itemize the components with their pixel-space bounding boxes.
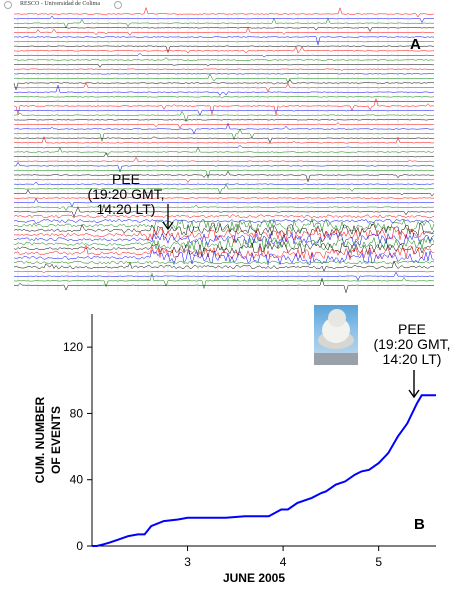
seismogram-trace bbox=[14, 169, 434, 180]
seismogram-trace bbox=[14, 68, 435, 71]
seismogram-trace bbox=[14, 146, 435, 156]
y-tick-label: 120 bbox=[63, 340, 83, 354]
seismogram-trace bbox=[13, 128, 434, 142]
seismogram-trace bbox=[13, 46, 435, 54]
seismogram-trace bbox=[13, 197, 435, 208]
seismogram-trace bbox=[13, 277, 435, 294]
seismogram-trace bbox=[13, 204, 435, 211]
panel-letter-b: B bbox=[414, 516, 425, 533]
seismogram-trace bbox=[14, 145, 435, 149]
seismogram-trace bbox=[13, 17, 435, 29]
seismogram-trace bbox=[13, 84, 435, 96]
y-axis-label-line2: OF EVENTS bbox=[49, 406, 63, 474]
seismogram-trace bbox=[13, 197, 435, 199]
seismogram-trace bbox=[13, 203, 435, 218]
seismogram-trace bbox=[13, 249, 435, 266]
seismogram-trace bbox=[14, 170, 435, 183]
y-axis-label-line1: CUM. NUMBER bbox=[33, 396, 47, 483]
logo-right-icon bbox=[114, 1, 122, 9]
seismogram-trace bbox=[13, 179, 435, 183]
seismogram-trace bbox=[13, 271, 434, 273]
seismogram-trace bbox=[13, 135, 435, 144]
seismogram-trace bbox=[13, 26, 434, 36]
seismogram-trace bbox=[13, 226, 435, 243]
seismogram-trace bbox=[13, 136, 435, 144]
seismogram-trace bbox=[14, 41, 435, 43]
x-tick-label: 4 bbox=[280, 555, 287, 569]
logo-left-icon bbox=[4, 1, 12, 9]
seismogram-trace bbox=[13, 122, 435, 129]
seismogram-trace bbox=[13, 97, 435, 115]
seismogram-trace bbox=[13, 110, 435, 117]
cumulative-events-chart: 0 40 80 120 3 4 5 JUNE 2005 CUM. NUMBER OF EVENTS bbox=[33, 314, 436, 585]
seismogram-trace bbox=[13, 231, 435, 247]
pee-annotation-b-line1: PEE bbox=[397, 321, 426, 337]
pee-annotation-a-line2: (19:20 GMT, bbox=[87, 186, 165, 202]
seismogram-trace bbox=[13, 57, 435, 61]
seismogram-trace bbox=[14, 96, 435, 99]
seismogram-trace bbox=[13, 161, 435, 173]
pee-annotation-b: PEE (19:20 GMT, 14:20 LT) bbox=[364, 322, 454, 367]
seismogram-trace bbox=[13, 73, 435, 84]
seismogram-trace bbox=[13, 219, 435, 224]
seismogram-trace bbox=[13, 244, 435, 260]
seismogram-trace bbox=[13, 222, 435, 238]
seismogram-trace bbox=[13, 241, 435, 258]
x-axis-label: JUNE 2005 bbox=[223, 571, 285, 584]
pee-arrow-a-icon bbox=[162, 204, 174, 231]
seismogram-trace bbox=[13, 110, 435, 123]
seismogram-trace bbox=[13, 214, 435, 219]
seismogram-trace bbox=[13, 152, 435, 158]
seismogram-trace bbox=[14, 52, 435, 58]
eruption-photo bbox=[314, 305, 358, 365]
x-tick-label: 5 bbox=[375, 555, 382, 569]
seismogram-trace bbox=[13, 236, 435, 252]
pee-arrow-b-icon bbox=[408, 370, 420, 399]
y-tick-label: 40 bbox=[70, 473, 84, 487]
seismogram-trace bbox=[13, 15, 435, 24]
seismogram-trace bbox=[13, 45, 435, 54]
seismogram-trace bbox=[13, 260, 435, 265]
seismogram-trace bbox=[14, 6, 435, 18]
pee-annotation-a: PEE (19:20 GMT, 14:20 LT) bbox=[80, 172, 172, 217]
seismogram-panel: RESCO - Universidad de Colima A PEE (19:… bbox=[4, 1, 435, 294]
pee-annotation-b-line2: (19:20 GMT, bbox=[373, 336, 451, 352]
seismogram-trace bbox=[13, 27, 435, 33]
x-tick-label: 3 bbox=[184, 555, 191, 569]
seismogram-trace bbox=[13, 271, 435, 282]
pee-annotation-b-line3: 14:20 LT) bbox=[382, 351, 442, 367]
seismogram-trace bbox=[13, 189, 435, 197]
seismogram-trace bbox=[13, 73, 435, 75]
seismogram-header: RESCO - Universidad de Colima bbox=[20, 1, 100, 7]
y-tick-label: 0 bbox=[76, 539, 83, 553]
y-tick-label: 80 bbox=[70, 406, 84, 420]
seismogram-trace bbox=[13, 181, 434, 185]
seismogram-trace bbox=[14, 64, 435, 68]
seismogram-trace bbox=[13, 100, 435, 102]
panel-letter-a: A bbox=[410, 36, 421, 53]
pee-annotation-a-line1: PEE bbox=[111, 171, 140, 187]
seismogram-traces bbox=[13, 6, 435, 294]
seismogram-trace bbox=[13, 156, 435, 162]
seismogram-trace bbox=[13, 217, 435, 233]
seismogram-trace bbox=[13, 183, 434, 195]
seismogram-trace bbox=[13, 82, 435, 92]
cumulative-events-panel: 0 40 80 120 3 4 5 JUNE 2005 CUM. NUMBER OF EVENTS… bbox=[0, 300, 454, 585]
seismogram-trace bbox=[13, 79, 435, 91]
seismogram-trace bbox=[13, 260, 435, 272]
seismogram-trace bbox=[13, 122, 435, 135]
seismogram-trace bbox=[13, 36, 435, 46]
pee-annotation-a-line3: 14:20 LT) bbox=[96, 201, 156, 217]
seismogram-trace bbox=[13, 119, 435, 121]
seismogram-trace bbox=[13, 272, 435, 289]
series-line bbox=[92, 394, 436, 547]
